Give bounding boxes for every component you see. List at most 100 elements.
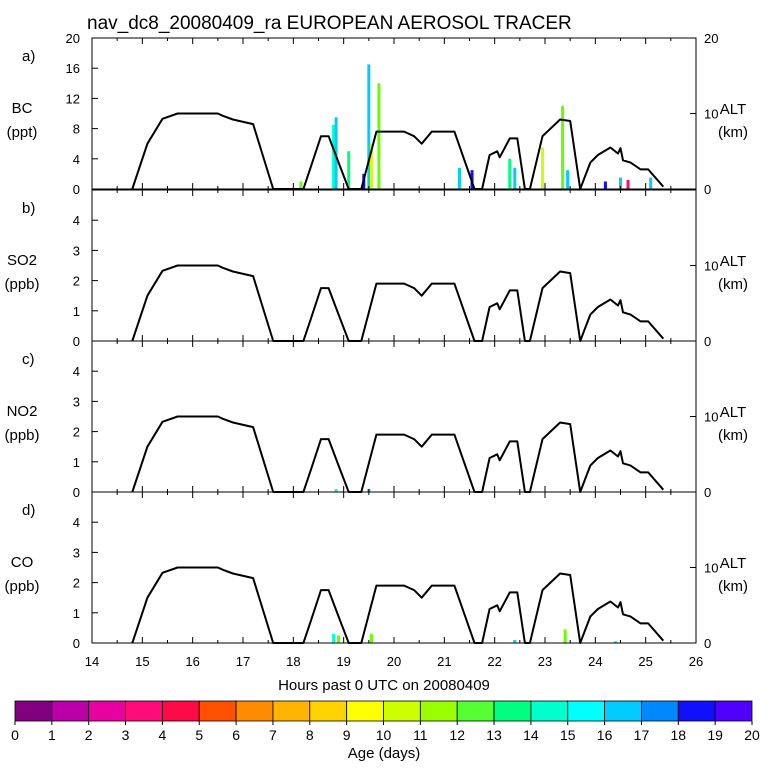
tracer-spike-4 <box>347 151 351 189</box>
colorbar: 0 1 2 3 4 5 6 7 8 9 10 11 12 13 14 15 16 17 18 19 20 <box>11 700 760 743</box>
colorbar-tick-label: 10 <box>376 727 392 743</box>
colorbar-swatch <box>383 700 421 722</box>
x-tick-label: 14 <box>85 654 99 669</box>
tracer-spike-3 <box>369 633 373 643</box>
y2-axis-label: ALT <box>720 404 746 421</box>
colorbar-tick-label: 17 <box>634 727 650 743</box>
tracer-spike-1 <box>332 633 336 643</box>
altitude-line <box>131 264 665 342</box>
colorbar-tick-label: 8 <box>306 727 314 743</box>
panel-label: b) <box>22 200 35 217</box>
x-tick-label: 21 <box>437 654 451 669</box>
chart-title: nav_dc8_20080409_ra EUROPEAN AEROSOL TRA… <box>87 13 572 34</box>
colorbar-swatch <box>272 700 311 722</box>
y-tick-label: 12 <box>66 91 80 106</box>
x-tick-labels: 14 15 16 17 18 19 20 21 22 23 24 25 26 <box>85 654 703 669</box>
y-axis-unit: (ppb) <box>4 578 39 595</box>
colorbar-swatch <box>493 700 532 722</box>
colorbar-tick-label: 0 <box>11 727 19 743</box>
colorbar-swatch <box>235 700 274 722</box>
colorbar-tick-label: 6 <box>232 727 240 743</box>
altitude-line <box>131 112 665 190</box>
y2-tick-label: 10 <box>704 259 718 274</box>
colorbar-swatch <box>456 700 495 722</box>
y-axis-label: BC <box>12 100 33 117</box>
x-tick-label: 15 <box>135 654 149 669</box>
y-tick-label: 0 <box>73 334 80 349</box>
tracer-spike-9 <box>457 167 461 189</box>
colorbar-tick-label: 1 <box>48 727 56 743</box>
y-tick-label: 4 <box>73 152 80 167</box>
tracer-spike-6 <box>367 64 371 189</box>
y-axis-label: CO <box>11 554 34 571</box>
tracer-spike-15 <box>566 170 570 189</box>
x-tick-label: 24 <box>588 654 602 669</box>
colorbar-tick-label: 12 <box>449 727 465 743</box>
colorbar-tick-label: 14 <box>523 727 539 743</box>
y2-tick-label: 0 <box>704 636 711 651</box>
tracer-spike-4 <box>513 639 517 643</box>
y-axis-label: SO2 <box>7 252 37 269</box>
colorbar-label: Age (days) <box>348 745 421 762</box>
colorbar-swatch <box>604 700 642 722</box>
x-tick-label: 22 <box>487 654 501 669</box>
tracer-spike-13 <box>540 147 544 189</box>
x-tick-label: 26 <box>689 654 703 669</box>
y-tick-label: 1 <box>73 606 80 621</box>
colorbar-swatch <box>198 700 237 722</box>
y2-axis-unit: (km) <box>718 427 748 444</box>
altitude-line <box>131 566 665 644</box>
colorbar-swatch <box>567 700 605 722</box>
colorbar-tick-label: 13 <box>486 727 502 743</box>
y-tick-label: 8 <box>73 122 80 137</box>
panel-4: 0 1 2 3 4 0 10 d) CO (ppb) ALT (km) <box>4 491 748 651</box>
tracer-spike-1 <box>299 181 303 189</box>
tracer-spike-11 <box>508 158 512 189</box>
colorbar-tick-label: 20 <box>744 727 760 743</box>
y2-axis-label: ALT <box>720 555 746 572</box>
tracer-spike-6 <box>613 641 617 643</box>
y2-axis-label: ALT <box>720 253 746 270</box>
tracer-spike-16 <box>603 181 607 189</box>
tracer-spike-14 <box>561 105 565 189</box>
colorbar-swatch <box>677 700 716 722</box>
colorbar-tick-label: 5 <box>195 727 203 743</box>
x-tick-label: 18 <box>286 654 300 669</box>
tracer-spike-5 <box>563 629 567 643</box>
colorbar-swatch <box>88 700 126 722</box>
y-axis-label: NO2 <box>7 403 38 420</box>
tracer-spike-1 <box>334 488 338 492</box>
tracer-spike-2 <box>332 124 336 189</box>
tracer-spike-19 <box>649 177 653 189</box>
colorbar-tick-label: 15 <box>560 727 576 743</box>
y-tick-label: 1 <box>73 455 80 470</box>
tracer-spike-17 <box>619 177 622 189</box>
y-tick-label: 0 <box>73 485 80 500</box>
y-tick-label: 3 <box>73 243 80 258</box>
x-tick-label: 19 <box>336 654 350 669</box>
panel-3: 0 1 2 3 4 0 10 c) NO2 (ppb) ALT (km) <box>4 340 748 500</box>
y2-axis-unit: (km) <box>718 578 748 595</box>
panel-label: c) <box>22 351 35 368</box>
y2-tick-label: 20 <box>704 31 718 46</box>
y-axis-unit: (ppb) <box>4 427 39 444</box>
colorbar-swatch <box>125 700 163 722</box>
panel-1: 0 4 8 12 16 20 0 10 20 a) BC (ppt) ALT (km) <box>7 31 748 197</box>
y-tick-label: 4 <box>73 515 80 530</box>
colorbar-tick-label: 19 <box>707 727 723 743</box>
y-axis-unit: (ppt) <box>7 124 38 141</box>
y2-axis-label: ALT <box>720 101 746 118</box>
colorbar-swatch <box>641 700 679 722</box>
x-tick-label: 20 <box>387 654 401 669</box>
tracer-spike-18 <box>626 179 630 189</box>
colorbar-swatch <box>419 700 458 722</box>
y-tick-label: 4 <box>73 213 80 228</box>
y2-axis-unit: (km) <box>718 124 748 141</box>
colorbar-tick-label: 18 <box>671 727 687 743</box>
y-tick-label: 3 <box>73 394 80 409</box>
y2-tick-label: 0 <box>704 334 711 349</box>
tracer-spike-12 <box>513 167 517 189</box>
y-tick-label: 4 <box>73 364 80 379</box>
colorbar-tick-label: 2 <box>85 727 93 743</box>
